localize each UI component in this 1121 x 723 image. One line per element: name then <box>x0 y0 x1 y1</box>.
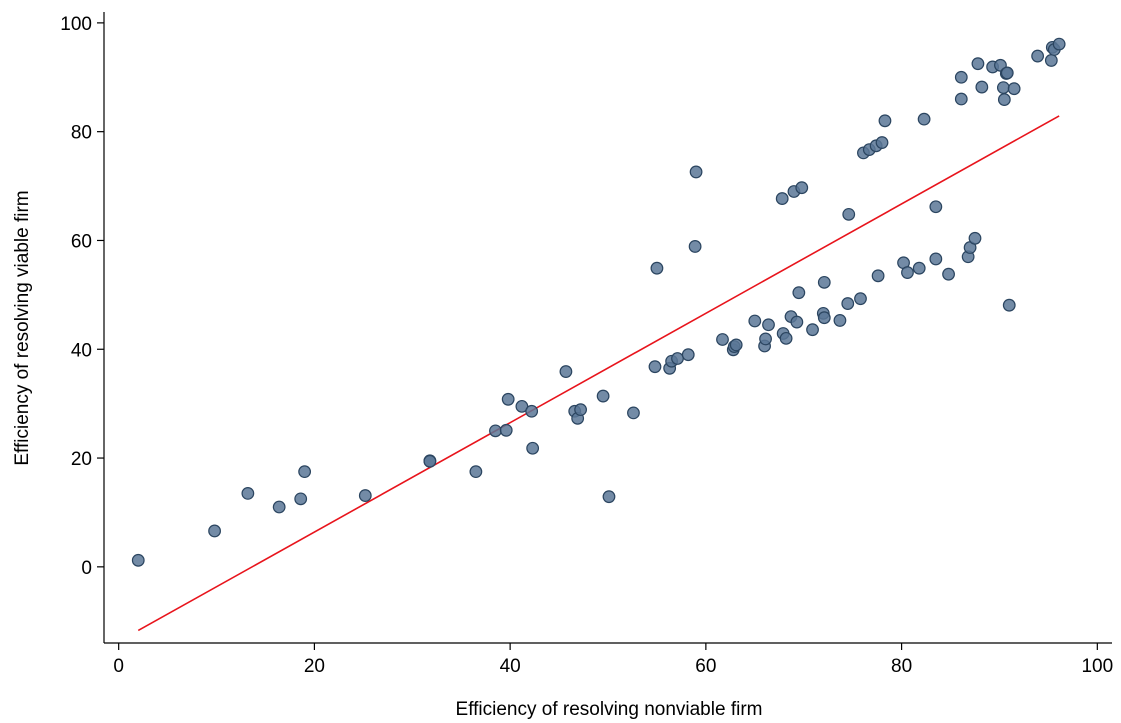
data-point <box>671 352 684 365</box>
data-point <box>901 266 914 279</box>
data-point <box>968 231 982 245</box>
data-point <box>131 553 145 567</box>
data-point <box>729 338 743 352</box>
data-point <box>841 297 855 310</box>
labels-layer: Efficiency of resolving nonviable firm E… <box>12 190 762 720</box>
data-point <box>748 314 762 328</box>
data-point <box>942 267 955 281</box>
data-point <box>423 454 437 468</box>
data-point <box>975 80 989 94</box>
data-point <box>596 389 610 403</box>
data-point <box>241 487 255 500</box>
data-point <box>298 465 312 479</box>
data-point <box>208 524 221 538</box>
data-point <box>996 81 1010 95</box>
data-point <box>912 261 926 275</box>
axes: 0 20 40 60 80 100 0 20 40 60 80 100 <box>60 12 1113 677</box>
data-point <box>627 406 640 420</box>
y-tick-label: 0 <box>81 558 92 579</box>
data-point <box>878 114 892 128</box>
x-tick-label: 80 <box>891 656 912 677</box>
data-point <box>1002 298 1016 312</box>
y-tick-label: 100 <box>60 14 92 35</box>
data-point <box>971 57 985 71</box>
data-point <box>871 269 885 283</box>
data-point <box>817 311 831 325</box>
y-tick-label: 60 <box>71 231 92 252</box>
data-point <box>854 292 867 306</box>
data-point <box>1044 54 1058 67</box>
fit-line <box>137 115 1060 632</box>
data-point <box>759 332 772 346</box>
x-tick-label: 60 <box>695 656 716 677</box>
data-point <box>792 286 806 300</box>
data-point <box>779 331 793 345</box>
data-point <box>795 181 809 195</box>
data-point <box>489 424 502 438</box>
data-point <box>469 465 483 479</box>
y-tick-label: 40 <box>71 340 92 361</box>
x-tick-label: 100 <box>1081 656 1113 677</box>
x-tick-label: 40 <box>500 656 521 677</box>
data-point <box>681 348 695 362</box>
data-point <box>1031 49 1045 63</box>
data-point <box>997 93 1011 106</box>
data-point <box>817 275 831 289</box>
data-point <box>762 318 775 332</box>
data-point <box>559 365 573 378</box>
data-point <box>294 492 308 506</box>
points-layer <box>131 37 1066 567</box>
data-point <box>954 92 968 106</box>
data-point <box>875 136 889 149</box>
data-point <box>526 441 540 455</box>
data-point <box>806 323 819 337</box>
data-point <box>501 392 515 406</box>
data-point <box>689 165 703 179</box>
data-point <box>602 490 616 504</box>
data-point <box>1007 82 1021 96</box>
data-point <box>688 240 702 253</box>
x-tick-label: 20 <box>304 656 325 677</box>
data-point <box>716 333 729 346</box>
data-point <box>1052 37 1066 51</box>
y-tick-label: 20 <box>71 449 92 470</box>
data-point <box>790 315 804 329</box>
data-point <box>833 314 847 327</box>
fit-line-layer <box>137 115 1060 632</box>
data-point <box>842 207 856 221</box>
x-axis-title: Efficiency of resolving nonviable firm <box>456 699 763 720</box>
data-point <box>574 403 587 417</box>
y-axis-title: Efficiency of resolving viable firm <box>12 190 33 465</box>
y-tick-label: 80 <box>71 123 92 144</box>
data-point <box>1000 66 1014 80</box>
data-point <box>775 192 789 205</box>
x-tick-label: 0 <box>113 656 124 677</box>
data-point <box>929 252 943 266</box>
data-point <box>358 489 372 502</box>
data-point <box>917 112 931 126</box>
data-point <box>954 70 968 84</box>
data-point <box>499 423 513 437</box>
data-point <box>929 200 943 214</box>
data-point <box>650 261 664 275</box>
data-point <box>272 500 286 514</box>
data-point <box>648 360 662 374</box>
data-point <box>525 404 539 418</box>
